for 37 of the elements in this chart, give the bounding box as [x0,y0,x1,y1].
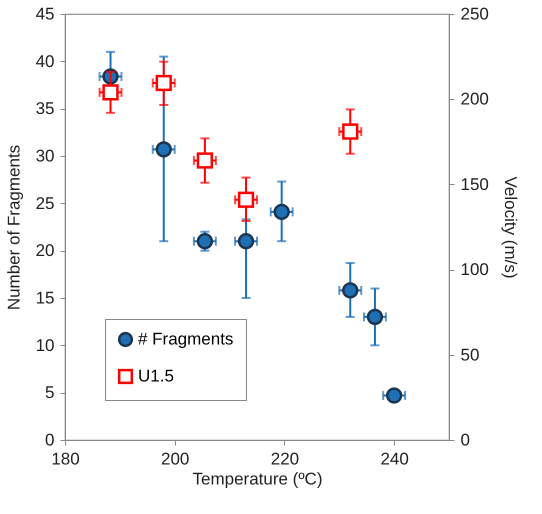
y-tick-label: 45 [36,4,54,24]
y-axis-title: Number of Fragments [4,144,24,310]
point [102,84,119,101]
point [156,74,172,92]
point [342,123,358,140]
y-tick-label: 20 [36,241,54,260]
y2-tick-label: 100 [460,260,489,280]
point [196,233,214,250]
x-tick-label: 200 [161,450,190,468]
point [274,204,290,220]
y-tick-label: 5 [45,383,54,402]
point [238,233,254,250]
y2-tick-label: 150 [460,174,489,194]
y-tick-label: 40 [36,52,54,71]
y2-tick-label: 250 [460,4,489,24]
y-tick-label: 10 [36,336,54,355]
y-tick-label: 25 [36,194,54,213]
point [342,282,358,299]
y-tick-label: 30 [36,146,54,166]
point [386,387,402,404]
point [238,192,254,208]
y2-axis-title: Velocity (m/s) [500,176,520,279]
y2-tick-label: 200 [460,90,489,109]
x-tick-label: 180 [51,450,80,468]
y-tick-label: 0 [45,430,54,450]
y2-tick-label: 0 [460,430,470,450]
point [156,141,172,158]
point [196,152,214,169]
x-tick-label: 240 [380,450,409,468]
point [366,308,384,326]
x-axis-title: Temperature (ºC) [192,470,322,488]
legend-label: # Fragments [138,330,234,348]
y-tick-label: 15 [36,288,54,308]
y-tick-label: 35 [36,99,54,118]
legend-label: U1.5 [138,366,174,386]
y2-tick-label: 50 [460,345,480,364]
x-tick-label: 220 [270,450,300,468]
